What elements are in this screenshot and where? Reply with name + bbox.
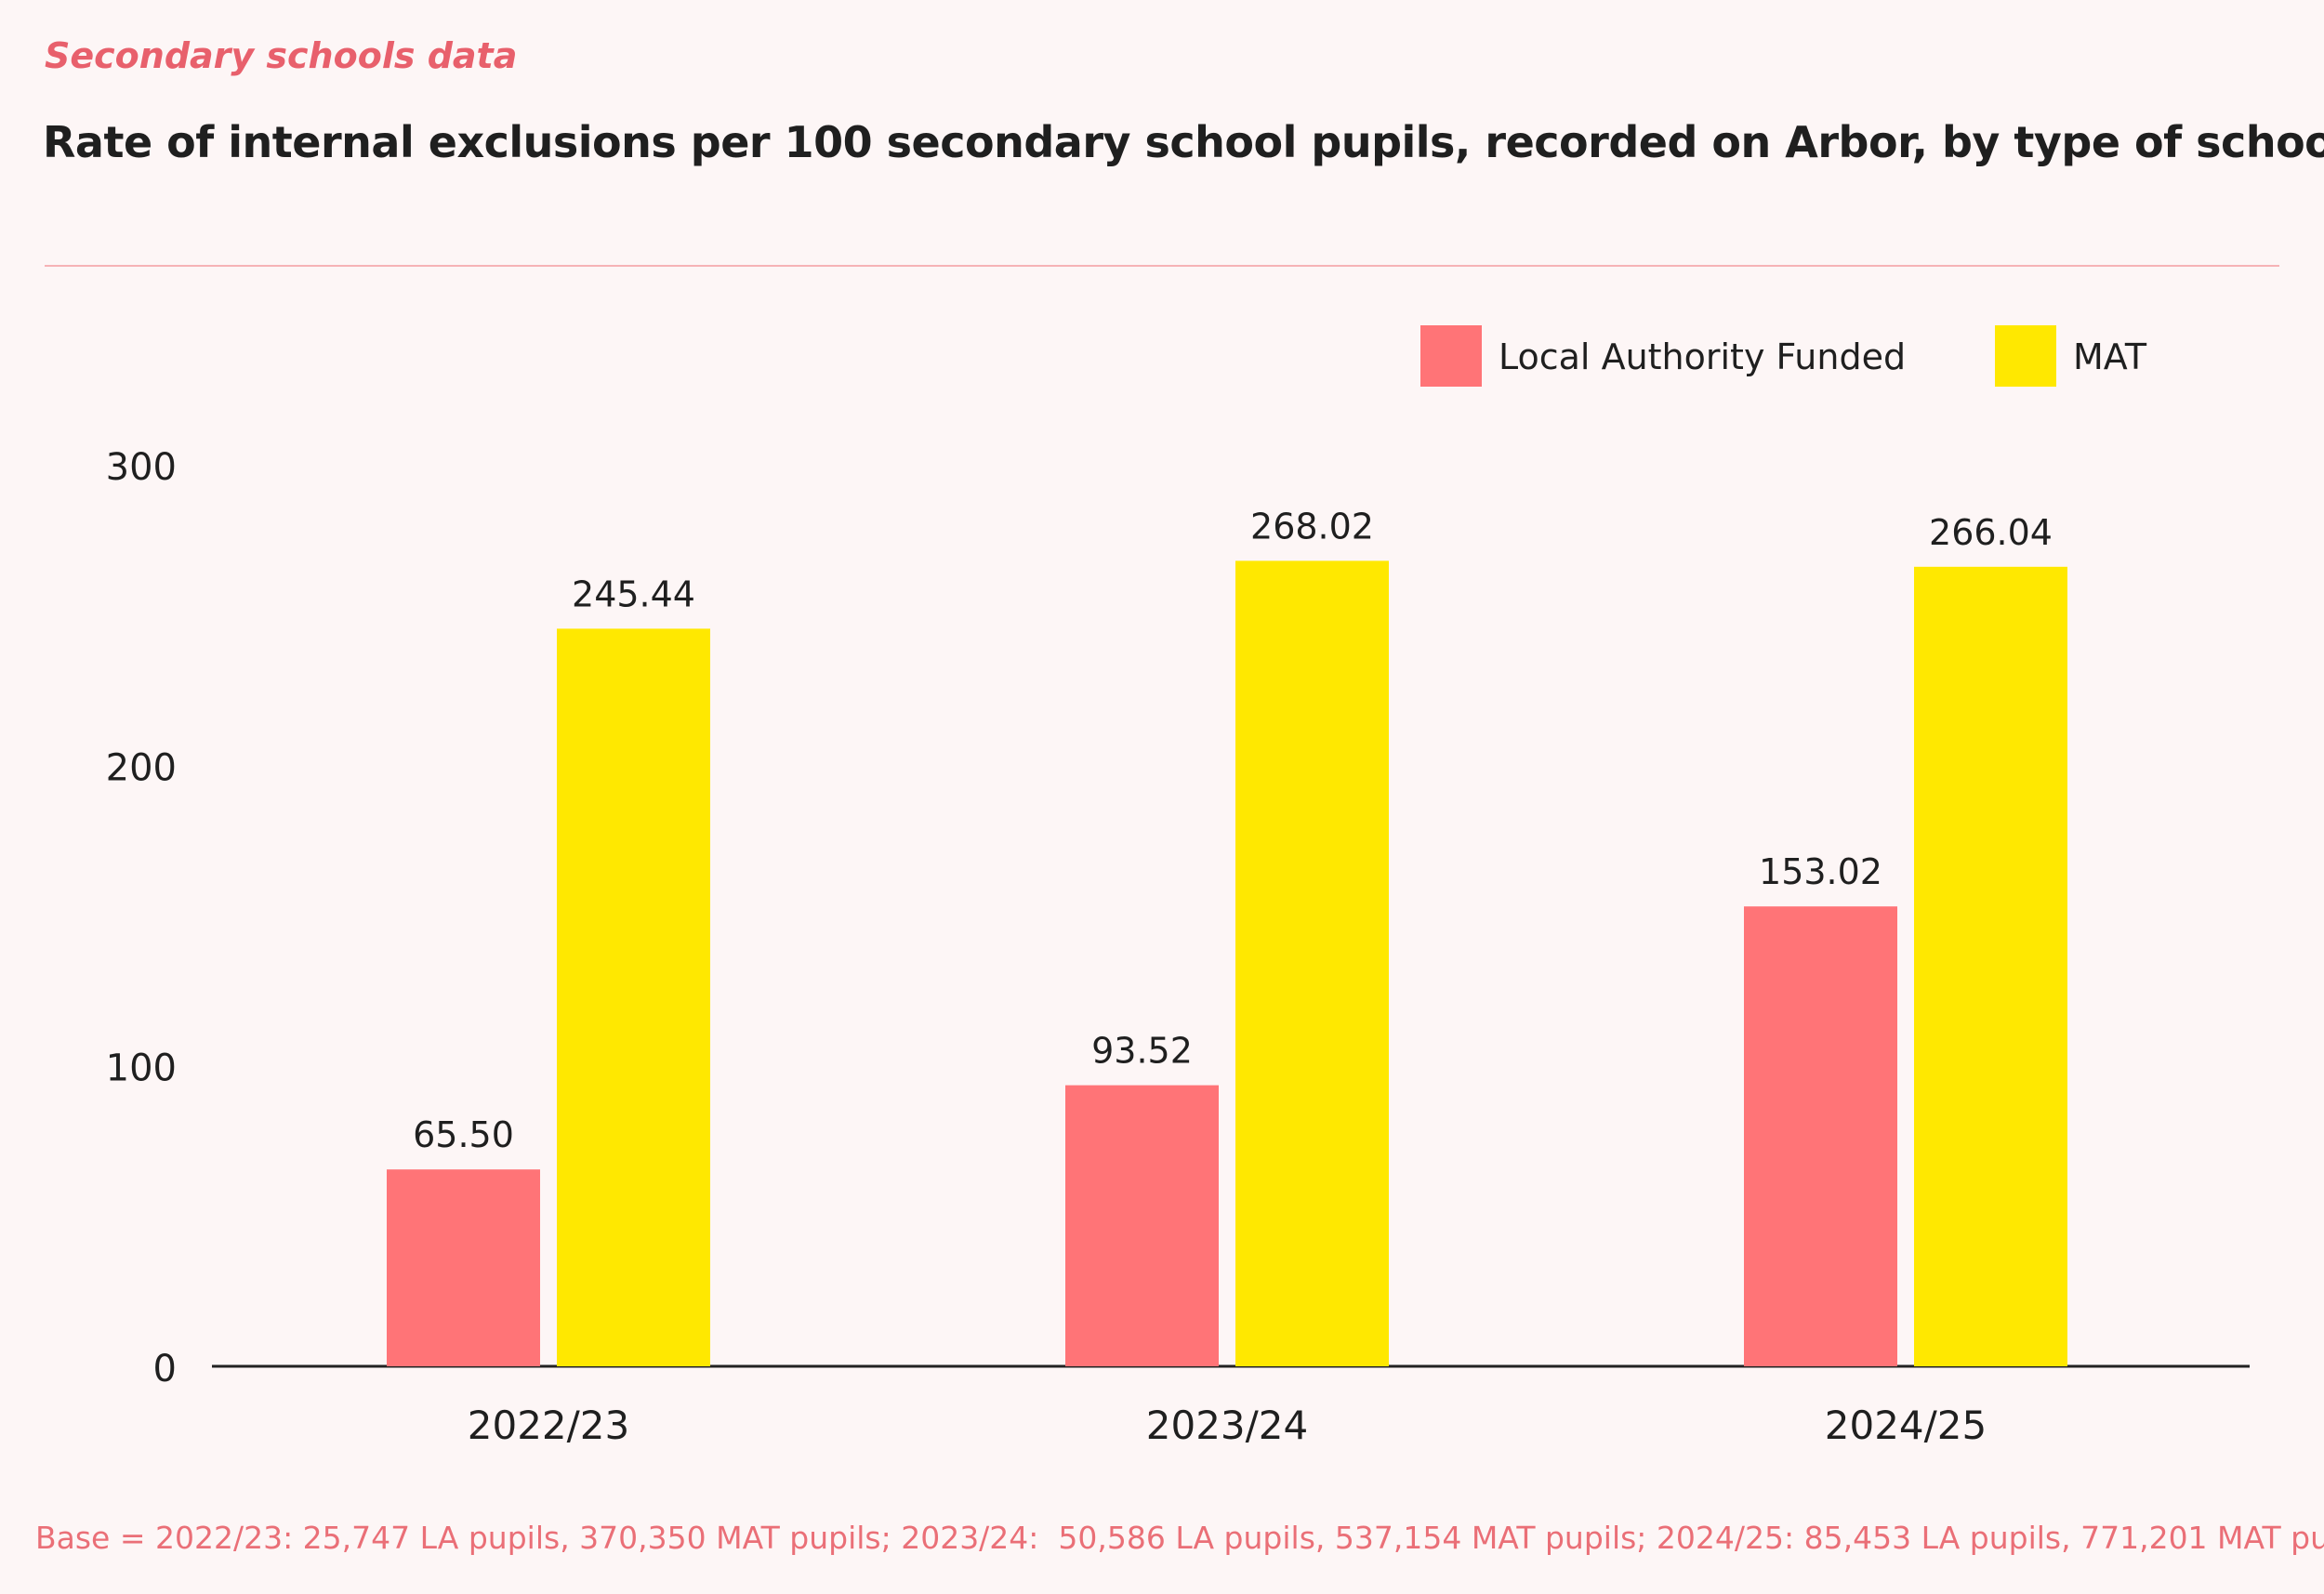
bar-value-label: 65.50	[413, 1114, 514, 1155]
bar-local-authority-2023-24	[1065, 1085, 1219, 1366]
y-tick-label: 300	[106, 446, 177, 489]
y-tick-label: 100	[106, 1047, 177, 1090]
chart-title: Rate of internal exclusions per 100 seco…	[43, 117, 2324, 167]
bar-value-label: 153.02	[1759, 851, 1882, 892]
bar-mat-2024-25	[1914, 566, 2067, 1366]
legend-swatch-mat	[1995, 325, 2056, 387]
bar-mat-2023-24	[1235, 560, 1389, 1366]
y-tick-label: 200	[106, 746, 177, 789]
x-tick-label: 2022/23	[468, 1403, 629, 1448]
kicker-label: Secondary schools data	[45, 35, 518, 76]
title-divider	[45, 265, 2279, 267]
bar-value-label: 268.02	[1250, 506, 1374, 547]
legend-label: MAT	[2073, 336, 2147, 377]
bar-local-authority-2022-23	[387, 1169, 540, 1366]
bar-mat-2022-23	[557, 628, 710, 1366]
y-tick-label: 0	[153, 1348, 177, 1390]
bar-value-label: 266.04	[1929, 512, 2053, 553]
bar-value-label: 245.44	[572, 573, 695, 614]
bar-local-authority-2024-25	[1744, 906, 1897, 1366]
legend-swatch-local-authority	[1420, 325, 1482, 387]
legend-label: Local Authority Funded	[1499, 336, 1906, 377]
base-note: Base = 2022/23: 25,747 LA pupils, 370,35…	[35, 1520, 2324, 1556]
bar-value-label: 93.52	[1091, 1031, 1193, 1072]
x-tick-label: 2024/25	[1825, 1403, 1987, 1448]
x-tick-label: 2023/24	[1146, 1403, 1308, 1448]
